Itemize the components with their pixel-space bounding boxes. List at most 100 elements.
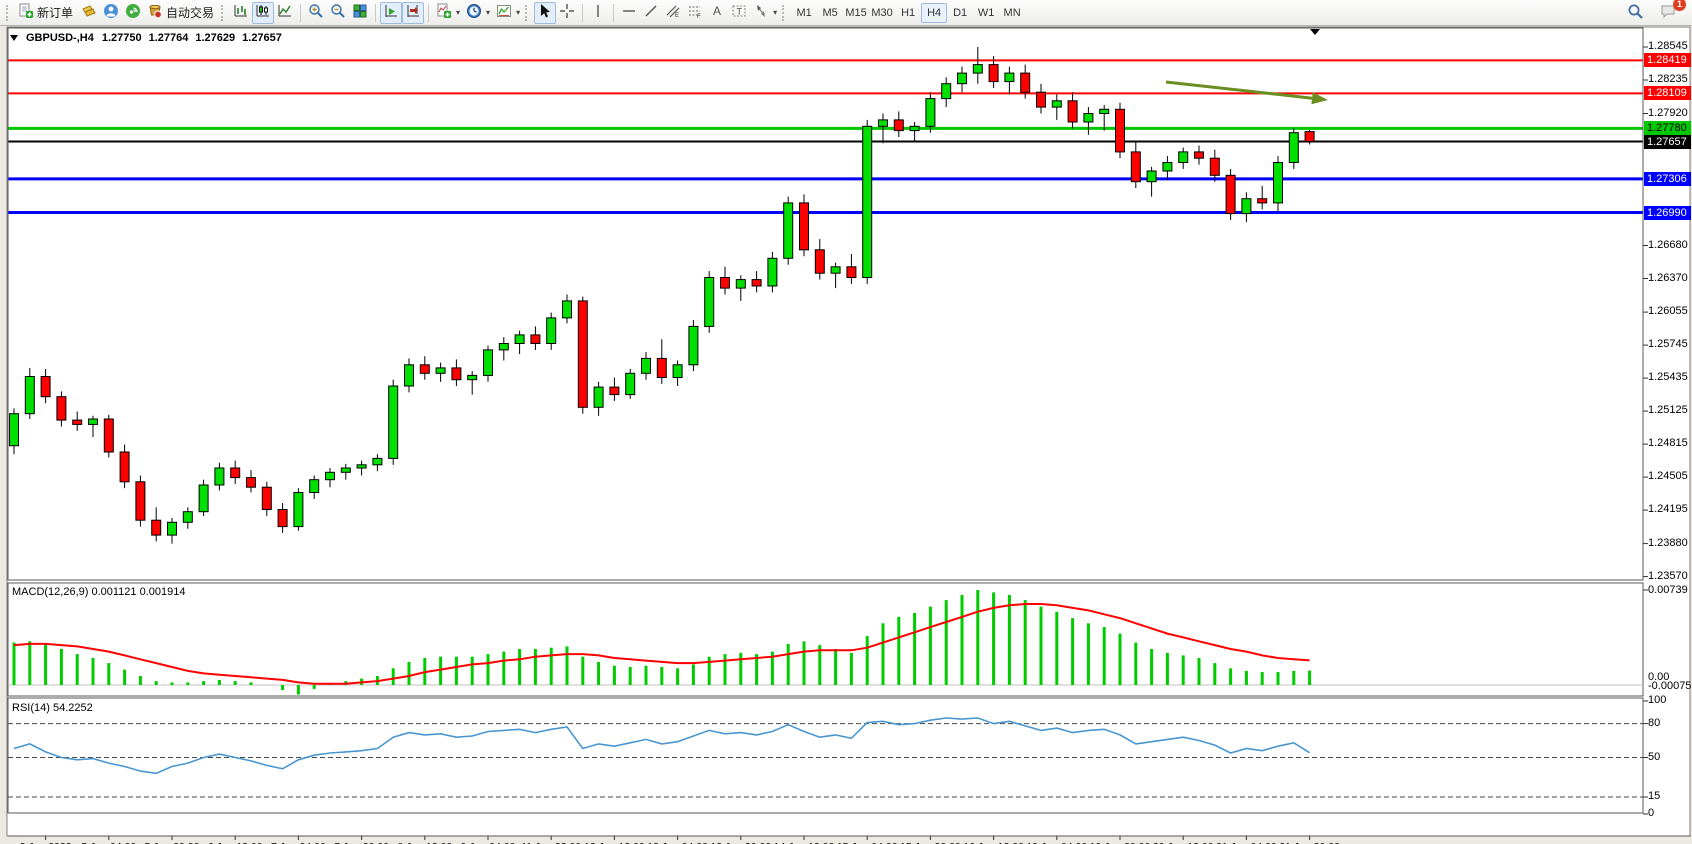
one-click-trading-toggle[interactable] xyxy=(10,35,18,41)
chevron-down-icon: ▾ xyxy=(486,8,491,17)
gold-icon xyxy=(81,3,97,22)
new-order-button[interactable]: 新订单 xyxy=(15,2,78,24)
timeframe-h1-button[interactable]: H1 xyxy=(901,6,916,19)
toolbar-separator xyxy=(582,3,584,22)
timeframe-m30-button[interactable]: M30 xyxy=(871,6,893,19)
timeframe-mn-button[interactable]: MN xyxy=(1003,6,1021,19)
price-axis-tick-label: 1.25125 xyxy=(1648,404,1688,417)
chart-shift-icon xyxy=(405,3,421,22)
arrows-icon xyxy=(753,3,769,22)
chart-ohlc-header: GBPUSD-,H4 1.27750 1.27764 1.27629 1.276… xyxy=(10,32,282,44)
toolbar-separator xyxy=(428,3,430,22)
time-axis-label: 7 Jun 04:00 xyxy=(262,841,334,844)
auto-trading-icon xyxy=(147,3,163,22)
cursor-button[interactable] xyxy=(534,1,557,24)
text-button[interactable]: A xyxy=(706,2,728,24)
price-axis-tick-label: 1.24815 xyxy=(1648,437,1688,450)
timeframe-d1-button[interactable]: D1 xyxy=(953,6,968,19)
equidistant-channel-button[interactable]: E xyxy=(662,2,684,24)
cursor-icon xyxy=(537,3,553,22)
time-axis-label: 14 Jun 12:00 xyxy=(768,841,840,844)
chart-scroll-marker xyxy=(1310,29,1320,35)
price-level-badge: 1.26990 xyxy=(1644,205,1691,220)
search-button[interactable] xyxy=(1624,2,1647,24)
vertical-line-button[interactable] xyxy=(587,2,609,24)
new-order-label: 新订单 xyxy=(37,6,74,20)
text-label-icon: T xyxy=(731,3,747,22)
time-axis-label: 19 Jun 20:00 xyxy=(1084,841,1156,844)
time-axis-label: 9 Jun 04:00 xyxy=(452,841,524,844)
zoom-in-button[interactable] xyxy=(305,2,327,24)
market-watch-button[interactable] xyxy=(78,2,100,24)
timeframe-m1-button[interactable]: M1 xyxy=(796,6,812,19)
horizontal-line-button[interactable] xyxy=(618,2,640,24)
price-axis-tick-label: 1.26680 xyxy=(1648,238,1688,251)
chart-window[interactable]: 1.28545 1.28235 1.27920 1.26680 1.26370 1.260… xyxy=(0,26,1692,844)
timeframe-m15-button[interactable]: M15 xyxy=(845,6,867,19)
toolbar-grip[interactable] xyxy=(525,4,530,21)
new-order-icon xyxy=(18,3,34,22)
time-axis-label: 16 Jun 12:00 xyxy=(958,841,1030,844)
notifications-button[interactable]: 1 xyxy=(1657,0,1686,24)
toolbar-grip[interactable] xyxy=(221,4,226,21)
indicators-icon xyxy=(436,3,452,22)
horizontal-line-icon xyxy=(621,3,637,22)
macd-zero-label: 0.00 xyxy=(1648,671,1670,683)
macd-indicator-label: MACD(12,26,9) 0.001121 0.001914 xyxy=(12,586,186,598)
news-button[interactable] xyxy=(122,2,144,24)
toolbar-grip[interactable] xyxy=(782,4,787,21)
vertical-line-icon xyxy=(590,3,606,22)
low-value: 1.27629 xyxy=(195,32,236,44)
svg-text:T: T xyxy=(737,7,743,17)
rsi-level-label: 15 xyxy=(1648,790,1661,802)
crosshair-button[interactable] xyxy=(556,2,578,24)
time-axis-label: 13 Jun 04:00 xyxy=(642,841,714,844)
price-axis-tick-label: 1.26370 xyxy=(1648,271,1688,284)
price-axis-tick-label: 1.25745 xyxy=(1648,338,1688,351)
line-chart-button[interactable] xyxy=(274,2,296,24)
timeframe-w1-button[interactable]: W1 xyxy=(977,6,995,19)
tile-windows-button[interactable] xyxy=(349,2,371,24)
toolbar-separator xyxy=(613,3,615,22)
auto-scroll-button[interactable] xyxy=(380,1,403,24)
auto-scroll-icon xyxy=(383,3,399,22)
zoom-out-button[interactable] xyxy=(327,2,349,24)
time-axis-label: 7 Jun 20:00 xyxy=(326,841,398,844)
indicators-button[interactable]: ▾ xyxy=(433,2,463,24)
community-button[interactable] xyxy=(100,2,122,24)
svg-text:A: A xyxy=(713,4,721,18)
time-axis-label: 15 Jun 20:00 xyxy=(894,841,966,844)
candlestick-chart-button[interactable] xyxy=(252,1,275,24)
template-icon xyxy=(496,3,512,22)
channel-icon: E xyxy=(665,3,681,22)
rsi-level-label: 100 xyxy=(1648,694,1667,706)
bar-chart-button[interactable] xyxy=(230,2,252,24)
chart-shift-button[interactable] xyxy=(402,1,425,24)
price-axis-tick-label: 1.28235 xyxy=(1648,73,1688,85)
time-axis-label: 12 Jun 12:00 xyxy=(578,841,650,844)
auto-trading-button[interactable]: 自动交易 xyxy=(144,2,219,24)
trendline-button[interactable] xyxy=(640,2,662,24)
open-value: 1.27750 xyxy=(101,32,142,44)
toolbar-grip[interactable] xyxy=(6,4,11,21)
time-axis-label: 2 Jun 2023 xyxy=(10,841,82,844)
text-icon: A xyxy=(709,3,725,22)
time-axis-label: 19 Jun 04:00 xyxy=(1021,841,1093,844)
timeframe-m5-button[interactable]: M5 xyxy=(822,6,838,19)
periods-button[interactable]: ▾ xyxy=(463,2,493,24)
timeframe-h4-button[interactable]: H4 xyxy=(921,2,948,23)
arrows-button[interactable]: ▾ xyxy=(750,2,780,24)
macd-max-label: 0.00739 xyxy=(1648,584,1688,596)
chart-plot[interactable] xyxy=(0,26,1692,844)
clock-icon xyxy=(466,3,482,22)
line-chart-icon xyxy=(277,3,293,22)
fibonacci-button[interactable]: F xyxy=(684,2,706,24)
candlestick-chart-icon xyxy=(255,3,271,22)
time-axis-label: 5 Jun 20:00 xyxy=(136,841,208,844)
high-value: 1.27764 xyxy=(148,32,189,44)
time-axis-label: 5 Jun 04:00 xyxy=(73,841,145,844)
time-axis-label: 15 Jun 04:00 xyxy=(831,841,903,844)
text-label-button[interactable]: T xyxy=(728,2,750,24)
templates-button[interactable]: ▾ xyxy=(493,2,523,24)
